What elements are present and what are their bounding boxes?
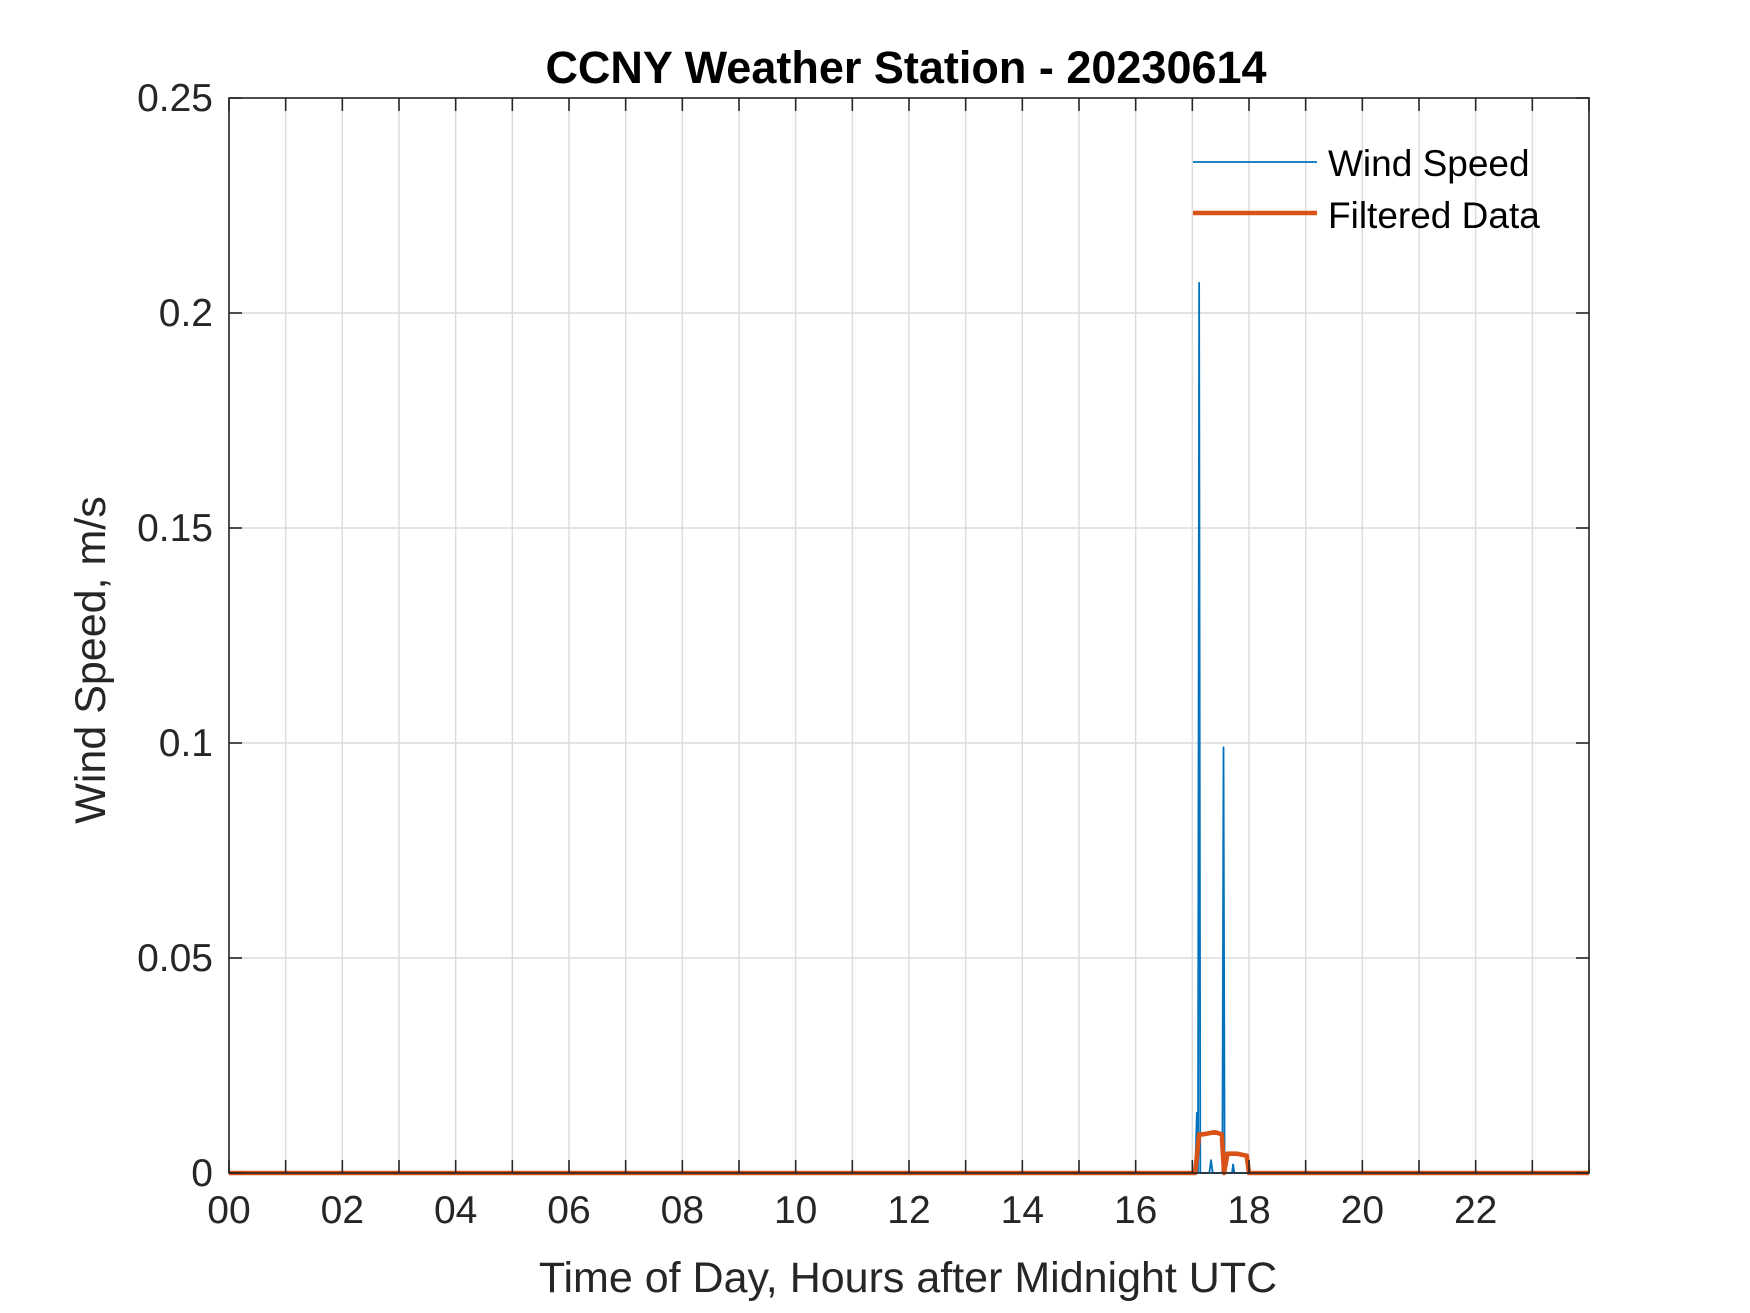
x-tick-label: 16 [1114, 1189, 1157, 1232]
x-tick-label: 18 [1227, 1189, 1270, 1232]
x-axis-label: Time of Day, Hours after Midnight UTC [539, 1254, 1277, 1302]
x-tick-label: 06 [547, 1189, 590, 1232]
x-tick-label: 22 [1454, 1189, 1497, 1232]
legend-wind-speed-label: Wind Speed [1328, 143, 1530, 184]
x-tick-label: 02 [321, 1189, 364, 1232]
legend-filtered-data-label: Filtered Data [1328, 195, 1540, 236]
y-tick-label: 0.1 [159, 722, 213, 765]
x-tick-labels: 00 02 04 06 08 10 12 14 16 18 20 22 [207, 1189, 1497, 1232]
x-tick-label: 20 [1341, 1189, 1384, 1232]
y-tick-labels: 0 0.05 0.1 0.15 0.2 0.25 [137, 77, 213, 1195]
x-tick-label: 10 [774, 1189, 817, 1232]
y-tick-label: 0.15 [137, 507, 213, 550]
axis-ticks [228, 97, 1590, 1174]
x-tick-label: 08 [661, 1189, 704, 1232]
x-tick-label: 00 [207, 1189, 250, 1232]
series-line-filtered-data [229, 1129, 1589, 1176]
x-tick-label: 12 [887, 1189, 930, 1232]
y-axis-label: Wind Speed, m/s [67, 496, 115, 823]
x-tick-label: 04 [434, 1189, 477, 1232]
y-tick-label: 0 [191, 1152, 213, 1195]
chart-title: CCNY Weather Station - 20230614 [545, 42, 1266, 93]
y-tick-label: 0.25 [137, 77, 213, 120]
y-tick-label: 0.05 [137, 937, 213, 980]
legend: Wind Speed Filtered Data [1193, 143, 1540, 236]
y-tick-label: 0.2 [159, 292, 213, 335]
x-tick-label: 14 [1001, 1189, 1044, 1232]
